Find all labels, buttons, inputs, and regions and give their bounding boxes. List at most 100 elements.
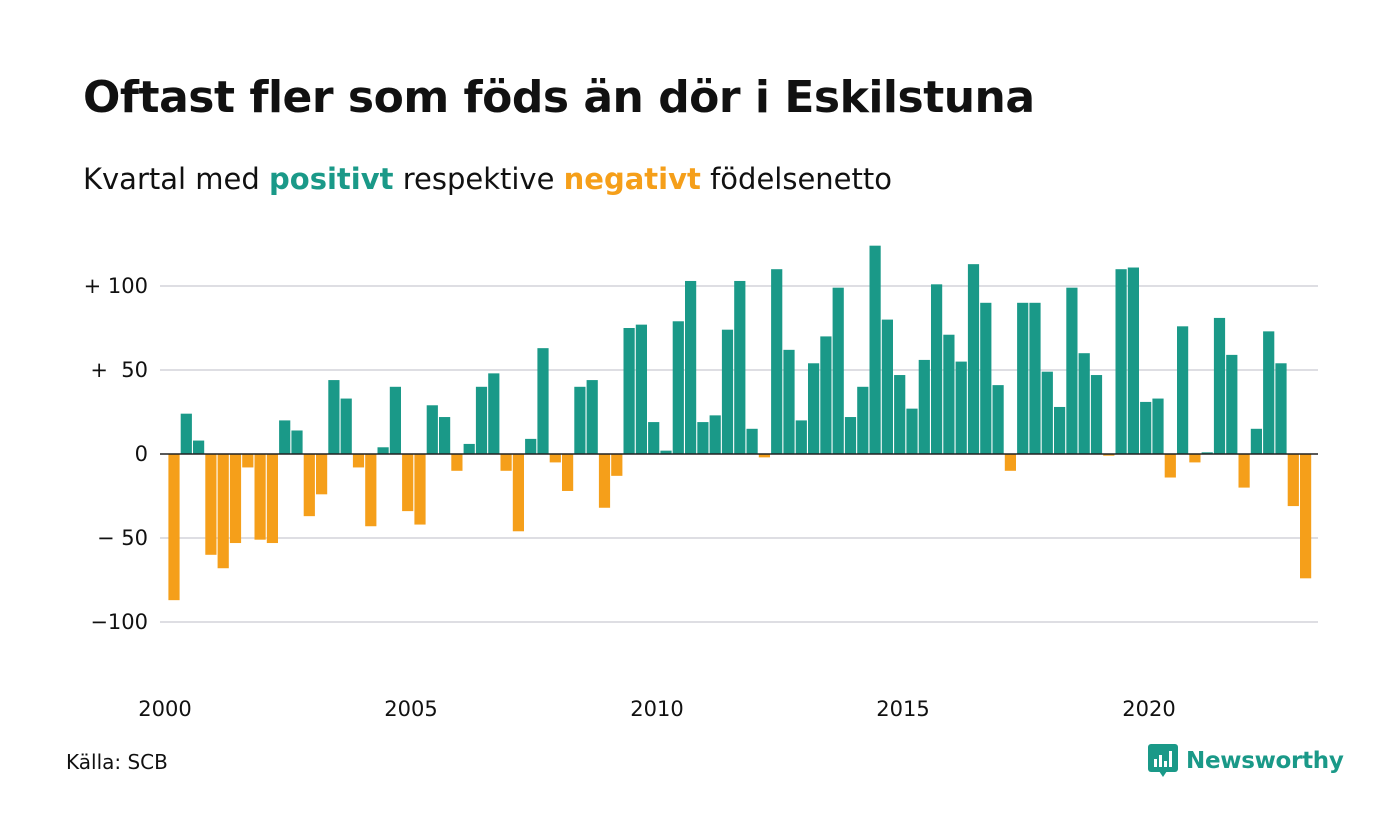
bar [955,361,967,454]
bar [1201,452,1213,454]
bar [389,386,401,454]
bar [1017,302,1029,454]
bar [402,454,414,512]
bar [242,454,254,468]
bar [414,454,426,525]
bar [1287,454,1299,507]
bar [303,454,315,517]
bar [1103,454,1115,456]
y-tick-label: + 50 [90,358,148,382]
bar [1250,428,1262,454]
subtitle-suffix: födelsenetto [700,162,892,196]
bar [266,454,278,544]
bar [205,454,217,555]
bar [1189,454,1201,463]
bar [500,454,512,471]
bar [377,447,389,454]
bar [1238,454,1250,488]
bar [537,348,549,454]
bar [168,454,180,601]
bar [254,454,266,540]
bar [488,373,500,454]
bar [709,415,721,454]
chart-subtitle: Kvartal med positivt respektive negativt… [83,162,892,196]
bar [685,280,697,454]
bar [193,440,205,454]
bar [648,422,660,454]
bar [832,287,844,454]
bar [352,454,365,468]
bar [808,363,820,454]
bar [217,454,229,569]
bar [980,302,992,454]
chart-title: Oftast fler som föds än dör i Eskilstuna [83,72,1035,123]
bar [1029,302,1041,454]
source-note: Källa: SCB [66,750,168,774]
bar [549,454,561,463]
bar [316,454,328,495]
bar [1263,331,1275,454]
bar [857,386,869,454]
bar [869,245,881,454]
brand-name: Newsworthy [1186,748,1344,774]
bar [795,420,807,454]
bar [1226,354,1238,454]
y-tick-label: + 100 [84,274,148,298]
bar [426,405,438,454]
bar [1164,454,1176,478]
bar [931,284,943,454]
bar [512,454,524,532]
bar [1054,406,1066,454]
bar [918,359,930,454]
bar [562,454,574,491]
bar [1275,363,1287,454]
y-tick-label: 0 [135,442,148,466]
bar [229,454,242,544]
bar [1066,287,1078,454]
bar [586,380,598,454]
bar [451,454,463,471]
bar [525,438,537,454]
bar [881,319,893,454]
bar [1004,454,1016,471]
bar [758,454,770,458]
x-tick-label: 2020 [1122,697,1175,721]
bar [783,349,795,454]
subtitle-middle: respektive [393,162,564,196]
subtitle-prefix: Kvartal med [83,162,270,196]
bar [1140,401,1152,454]
subtitle-negative-word: negativt [563,162,701,196]
bar [1300,454,1312,579]
bar [820,336,832,454]
bar [463,443,475,454]
bar [943,334,955,454]
bar [635,324,647,454]
bar [697,422,709,454]
bar [1213,317,1226,454]
bar [992,385,1004,454]
bar [1115,269,1127,454]
bar [439,417,451,454]
x-tick-label: 2005 [384,697,437,721]
bar [291,430,303,454]
bar [1177,326,1189,454]
bar [574,386,586,454]
bar [1152,398,1164,454]
bar [906,408,918,454]
bar [721,329,734,454]
bar [746,428,758,454]
bars [168,245,1312,601]
x-tick-label: 2000 [138,697,191,721]
bar [1127,267,1139,454]
bar [734,280,746,454]
bar [180,413,192,454]
x-axis-ticks: 2000 2005 2010 2015 2020 [138,697,1175,721]
bar [340,398,352,454]
subtitle-positive-word: positivt [269,162,394,196]
y-tick-label: −100 [90,610,148,634]
bar [1041,371,1053,454]
bar [967,264,980,454]
bar [279,420,291,454]
bar [660,450,672,454]
